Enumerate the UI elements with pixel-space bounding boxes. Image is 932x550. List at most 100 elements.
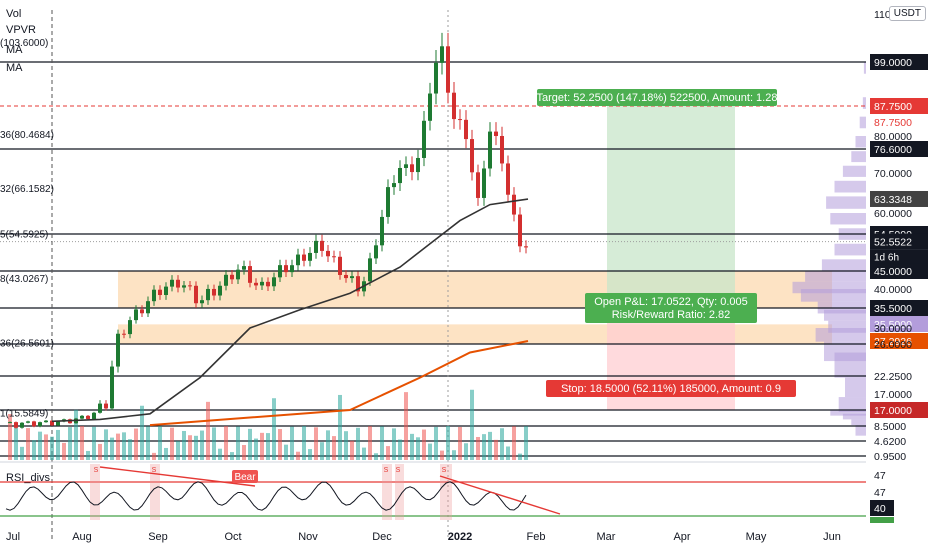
vpvr-row-4 — [851, 151, 866, 163]
legend-vpvr[interactable]: VPVR — [6, 24, 36, 36]
volume-bar-69 — [422, 429, 426, 460]
candle-6 — [44, 420, 48, 423]
candle-57 — [350, 276, 354, 279]
candle-18 — [116, 333, 120, 367]
vpvr-row-24 — [842, 413, 866, 420]
volume-bar-63 — [386, 446, 390, 460]
time-tick-11: Jun — [823, 531, 841, 543]
volume-bar-16 — [104, 429, 108, 460]
vpvr-row-25 — [851, 419, 866, 426]
time-tick-8: Mar — [597, 531, 616, 543]
rsi-tick-2: 40 — [874, 503, 886, 515]
candle-67 — [410, 164, 414, 173]
volume-bar-9 — [62, 442, 66, 460]
candle-45 — [278, 265, 282, 278]
volume-bar-52 — [320, 442, 324, 460]
left-level-label-5: 36(26.5601) — [0, 339, 54, 350]
left-level-label-1: 36(80.4684) — [0, 130, 54, 141]
volume-bar-50 — [308, 449, 312, 460]
volume-bar-29 — [182, 430, 186, 460]
time-tick-6: 2022 — [448, 531, 472, 543]
candle-86 — [524, 246, 528, 248]
volume-bar-17 — [110, 437, 114, 460]
volume-bar-8 — [56, 429, 60, 460]
volume-bar-31 — [194, 435, 198, 460]
candle-77 — [470, 139, 474, 173]
volume-bar-68 — [416, 437, 420, 460]
volume-bar-45 — [278, 429, 282, 460]
price-tag-bg-11 — [870, 263, 928, 279]
candle-20 — [128, 320, 132, 335]
rsi-divergence-band-0 — [90, 464, 100, 520]
time-axis[interactable]: Jul Aug Sep Oct Nov Dec 2022 Feb Mar Apr May Jun — [6, 531, 841, 543]
volume-bar-3 — [26, 428, 30, 460]
candle-22 — [140, 309, 144, 314]
candle-37 — [230, 274, 234, 280]
rsi-div-marker-4: S — [442, 467, 447, 474]
vpvr-row-13 — [792, 281, 866, 294]
candle-62 — [380, 216, 384, 246]
volume-bar-44 — [272, 398, 276, 460]
rsi-divergence-band-1 — [150, 464, 160, 520]
bear-badge — [232, 470, 258, 483]
candle-0 — [8, 422, 12, 424]
candle-66 — [404, 164, 408, 168]
target-label-text-0: Target: 52.2500 (147.18%) 522500, Amount… — [537, 92, 778, 104]
volume-bar-79 — [482, 434, 486, 460]
rsi-indicator-title[interactable]: RSI_divs — [6, 472, 51, 484]
legend-ma1[interactable]: MA — [6, 44, 23, 56]
volume-bar-32 — [200, 430, 204, 460]
volume-bar-85 — [518, 453, 522, 460]
price-tick-5: 76.6000 — [874, 144, 912, 156]
left-level-label-2: 32(66.1582) — [0, 184, 54, 195]
volume-bar-72 — [440, 450, 444, 460]
currency-badge[interactable]: USDT — [888, 6, 926, 21]
candle-19 — [122, 333, 126, 335]
candle-4 — [32, 421, 36, 427]
volume-bar-67 — [410, 433, 414, 460]
candle-76 — [464, 119, 468, 140]
rsi-div-marker-2: S — [384, 467, 389, 474]
volume-bar-1 — [14, 426, 18, 460]
legend-vol[interactable]: Vol — [6, 8, 22, 20]
volume-bar-25 — [158, 426, 162, 460]
legend-ma2[interactable]: MA — [6, 62, 23, 74]
candle-14 — [92, 412, 96, 419]
rsi-divergence-band-3 — [395, 464, 404, 520]
left-level-label-3: 5(54.5925) — [0, 230, 48, 241]
vpvr-row-0 — [863, 62, 866, 74]
volume-bar-5 — [38, 431, 42, 460]
price-tag-bg-10 — [870, 233, 928, 250]
price-axis[interactable]: 110.000099.000087.750087.750080.000076.6… — [866, 0, 932, 550]
candle-41 — [254, 282, 258, 286]
volume-bar-46 — [284, 444, 288, 460]
rsi-line — [5, 481, 527, 511]
long-position-tool[interactable] — [607, 106, 735, 410]
rsi-divergence-band-4 — [440, 464, 452, 520]
vpvr-row-11 — [821, 259, 866, 271]
volume-bar-84 — [512, 426, 516, 460]
ma50-line — [51, 198, 529, 423]
time-tick-5: Dec — [372, 531, 392, 543]
volume-bar-49 — [302, 426, 306, 460]
volume-bar-70 — [428, 443, 432, 460]
price-tick-1: 99.0000 — [874, 57, 912, 69]
candle-2 — [20, 422, 24, 428]
price-tick-20: 17.0000 — [874, 405, 912, 417]
candle-17 — [110, 366, 114, 409]
candle-52 — [320, 240, 324, 251]
time-tick-0: Jul — [6, 531, 20, 543]
time-tick-10: May — [746, 531, 767, 543]
open-pnl-label-text-1: Risk/Reward Ratio: 2.82 — [612, 309, 731, 321]
candle-31 — [194, 285, 198, 304]
candle-27 — [170, 279, 174, 287]
volume-bar-82 — [500, 428, 504, 460]
rsi-div-marker-3: S — [396, 467, 401, 474]
time-tick-1: Aug — [72, 531, 92, 543]
candle-81 — [494, 131, 498, 137]
price-tick-2: 87.7500 — [874, 101, 912, 113]
volume-bar-61 — [374, 453, 378, 460]
candle-7 — [50, 420, 54, 426]
